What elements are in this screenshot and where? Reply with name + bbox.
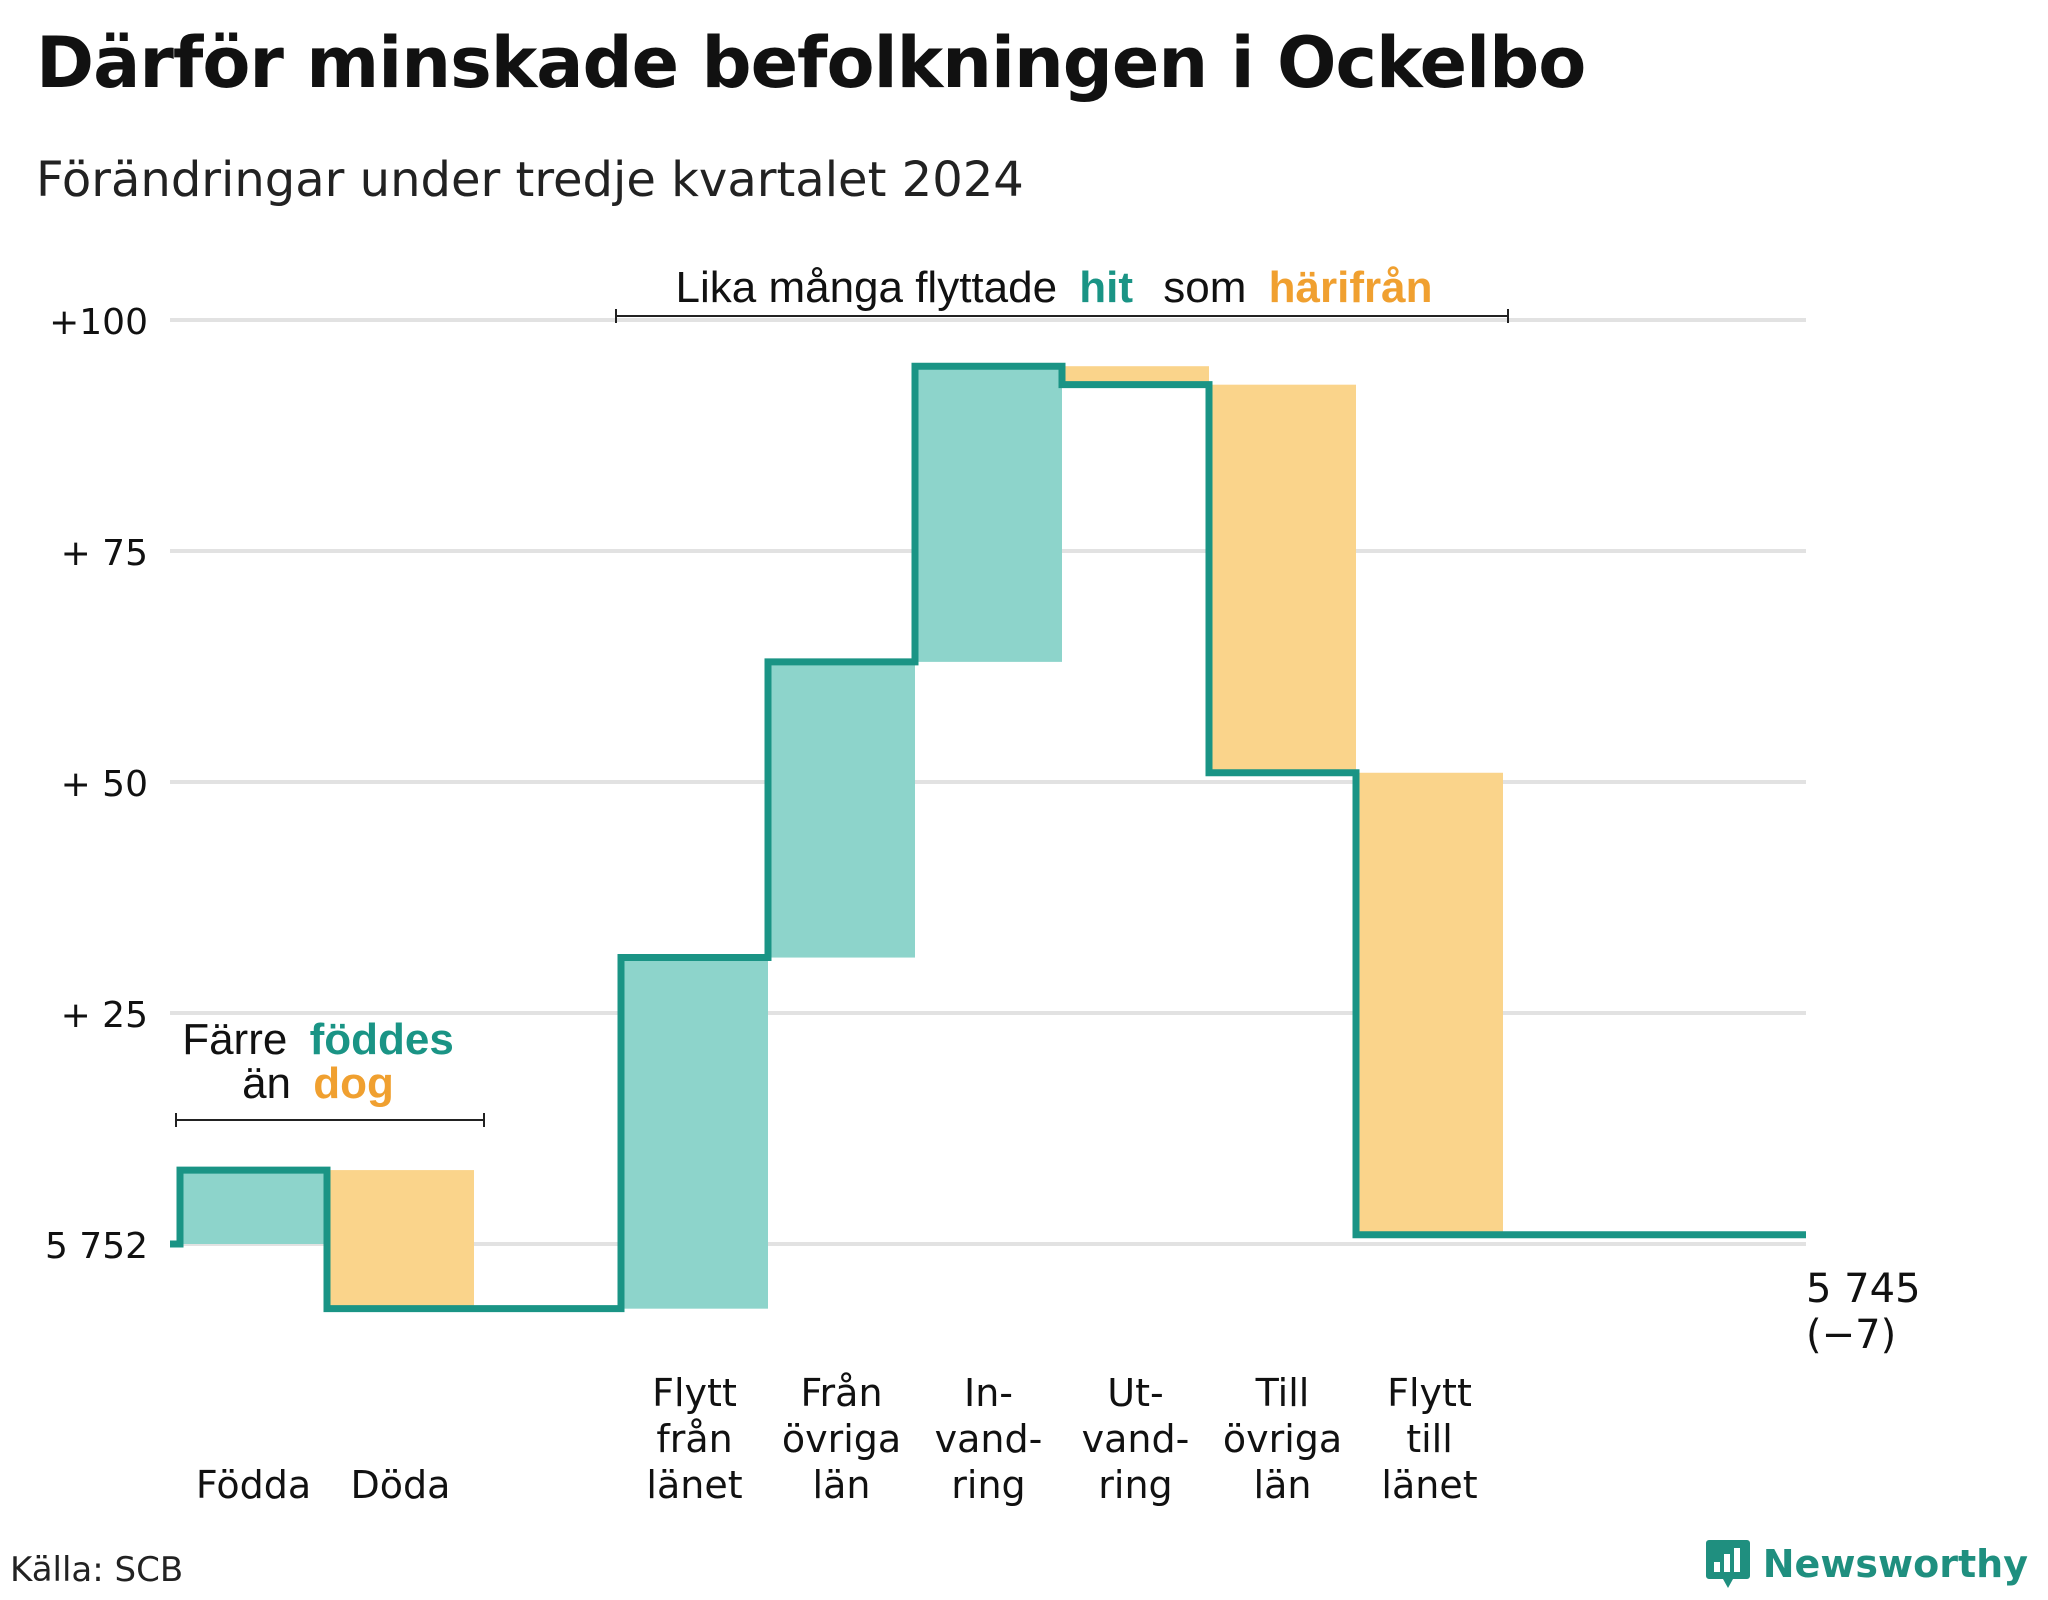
bar-födda [180,1170,327,1244]
source-note: Källa: SCB [10,1550,184,1590]
x-axis-label: Flytt [652,1371,737,1415]
y-axis-tick-labels: 5 752 + 25 + 50 + 75 +100 [45,302,148,1267]
annotation-migration-middle: som [1163,263,1246,312]
x-axis-label: till [1406,1417,1453,1461]
x-axis-label: Från [800,1371,882,1415]
running-total-line [170,362,1806,1313]
annotation-foddes: föddes [310,1015,454,1064]
x-axis-label: Flytt [1387,1371,1472,1415]
x-axis-label: från [656,1417,732,1461]
x-axis-label: ring [1098,1463,1172,1507]
bar-flytt-från-länet [621,957,768,1309]
x-axis-label: Födda [196,1463,311,1507]
x-axis-label: ring [951,1463,1025,1507]
bar-till-övriga-län [1209,384,1356,773]
y-tick-label: + 75 [61,533,148,574]
x-axis-labels: Födda DödaFlyttfrånlänetFrånövrigalänIn-v… [196,1371,1478,1507]
annotation-births-prefix: Färre [182,1015,287,1064]
bar-utvandring [1062,366,1209,385]
x-axis-label: In- [964,1371,1013,1415]
chart-title: Därför minskade befolkningen i Ockelbo [36,22,1586,104]
x-axis-label: länet [646,1463,742,1507]
x-axis-label: länet [1381,1463,1477,1507]
x-axis-label: Ut- [1107,1371,1163,1415]
x-axis-label: vand- [1082,1417,1190,1461]
annotation-hit: hit [1079,263,1133,312]
annotation-deaths-prefix: än [242,1059,291,1108]
annotation-births-deaths: Färre föddes än dog [175,1015,485,1127]
y-tick-label: 5 752 [45,1226,148,1267]
annotation-migration: Lika många flyttade hit som härifrån [615,263,1509,323]
svg-text:Färre föddes: Färre föddes [182,1015,454,1064]
end-change-label: (−7) [1806,1312,1896,1358]
x-axis-label: vand- [935,1417,1043,1461]
y-tick-label: +100 [49,302,148,343]
annotation-dog: dog [313,1059,394,1108]
x-axis-label: Döda [351,1463,451,1507]
bar-invandring [915,366,1062,662]
bar-döda [327,1170,474,1309]
bar-flytt-till-länet [1356,772,1503,1235]
x-axis-label: Till [1255,1371,1310,1415]
svg-text:än dog: än dog [242,1059,394,1108]
svg-text:Lika många flyttade hit: Lika många flyttade hit som härifrån [676,263,1433,312]
waterfall-chart: 5 752+ 25+ 50+ 75+100 Födda DödaFlyttfrån… [45,263,1921,1507]
newsworthy-logo-icon [1705,1540,1750,1588]
x-axis-label: övriga [782,1417,901,1461]
y-tick-label: + 50 [61,764,148,805]
bars [180,366,1503,1309]
x-axis-label: län [1254,1463,1312,1507]
brand-logo[interactable]: Newsworthy [1705,1538,2028,1590]
annotation-harifran: härifrån [1269,263,1433,312]
bar-från-övriga-län [768,661,915,958]
brand-name: Newsworthy [1762,1542,2028,1586]
x-axis-label: län [813,1463,871,1507]
x-axis-label: övriga [1223,1417,1342,1461]
chart-subtitle: Förändringar under tredje kvartalet 2024 [36,152,1024,208]
end-value-label: 5 745 [1806,1266,1921,1312]
annotation-migration-prefix: Lika många flyttade [676,263,1058,312]
y-tick-label: + 25 [61,995,148,1036]
